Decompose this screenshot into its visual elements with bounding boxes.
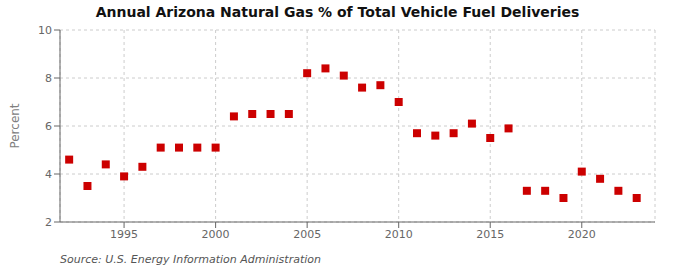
svg-text:2: 2 [45, 216, 52, 229]
svg-text:2010: 2010 [385, 228, 413, 241]
html-text:Annual Arizona Natural Gas % o: Annual Arizona Natural Gas % of Total Ve… [95, 4, 580, 20]
svg-text:10: 10 [38, 24, 52, 37]
svg-text:2020: 2020 [568, 228, 596, 241]
svg-text:2015: 2015 [476, 228, 504, 241]
svg-text:4: 4 [45, 168, 52, 181]
svg-text:Percent: Percent [8, 103, 22, 148]
svg-text:2005: 2005 [293, 228, 321, 241]
svg-text:8: 8 [45, 72, 52, 85]
svg-text:6: 6 [45, 120, 52, 133]
svg-text:2000: 2000 [202, 228, 230, 241]
svg-text:1995: 1995 [110, 228, 138, 241]
html-text:Source: U.S. Energy Informatio: Source: U.S. Energy Information Administ… [60, 253, 321, 266]
